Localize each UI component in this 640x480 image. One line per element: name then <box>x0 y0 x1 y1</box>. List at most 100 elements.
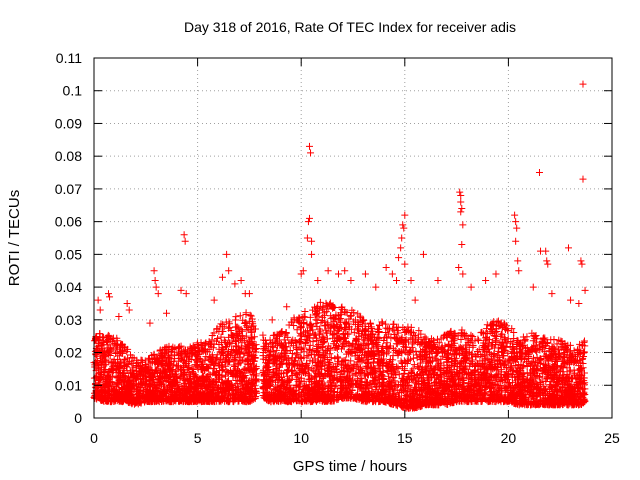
roti-point <box>474 335 482 343</box>
roti-point <box>553 395 561 403</box>
roti-point <box>497 366 505 374</box>
roti-point <box>303 332 311 340</box>
roti-point <box>230 362 238 370</box>
roti-point <box>129 366 137 374</box>
roti-point <box>431 343 439 351</box>
roti-point <box>408 376 416 384</box>
roti-point <box>497 330 505 338</box>
roti-point <box>391 347 399 355</box>
roti-point <box>228 345 236 353</box>
roti-point <box>389 345 397 353</box>
roti-point <box>188 349 196 357</box>
roti-point <box>146 374 154 382</box>
roti-point <box>313 337 321 345</box>
roti-point <box>207 357 215 365</box>
roti-point <box>336 370 344 378</box>
roti-point <box>135 363 143 371</box>
roti-point <box>354 318 362 326</box>
roti-point <box>262 356 270 364</box>
roti-point <box>306 341 314 349</box>
roti-point <box>297 335 305 343</box>
roti-point <box>440 377 448 385</box>
roti-point <box>353 325 361 333</box>
roti-point <box>339 357 347 365</box>
roti-point <box>109 381 117 389</box>
roti-point <box>175 344 183 352</box>
roti-point <box>364 371 372 379</box>
roti-point <box>409 335 417 343</box>
roti-point <box>180 346 188 354</box>
roti-point <box>533 380 541 388</box>
roti-point <box>248 345 256 353</box>
roti-point <box>96 374 104 382</box>
roti-point <box>121 355 129 363</box>
roti-point <box>246 311 254 319</box>
roti-point <box>475 382 483 390</box>
roti-point <box>232 329 240 337</box>
roti-point <box>201 346 209 354</box>
roti-point <box>129 359 137 367</box>
roti-point <box>527 372 535 380</box>
roti-point <box>307 322 315 330</box>
roti-point <box>236 312 244 320</box>
roti-point <box>378 357 386 365</box>
roti-point <box>405 348 413 356</box>
roti-point <box>221 393 229 401</box>
roti-point <box>416 347 424 355</box>
roti-point <box>104 379 112 387</box>
roti-point <box>544 357 552 365</box>
roti-point <box>245 377 253 385</box>
roti-point <box>488 381 496 389</box>
roti-point <box>302 328 310 336</box>
roti-point <box>438 383 446 391</box>
roti-point <box>413 370 421 378</box>
roti-point <box>266 347 274 355</box>
roti-point <box>217 320 225 328</box>
roti-point <box>424 359 432 367</box>
roti-point <box>172 367 180 375</box>
roti-point <box>345 379 353 387</box>
roti-point <box>401 328 409 336</box>
roti-point <box>508 390 516 398</box>
roti-point <box>247 312 255 320</box>
roti-point <box>177 365 185 373</box>
roti-point <box>469 368 477 376</box>
roti-point <box>220 323 228 331</box>
roti-point <box>277 387 285 395</box>
roti-point <box>513 336 521 344</box>
roti-point <box>496 339 504 347</box>
roti-point <box>500 342 508 350</box>
roti-point <box>278 353 286 361</box>
roti-point <box>576 340 584 348</box>
roti-point <box>461 332 469 340</box>
roti-point <box>414 363 422 371</box>
roti-point <box>179 367 187 375</box>
roti-point <box>555 336 563 344</box>
roti-point <box>284 333 292 341</box>
roti-point <box>342 319 350 327</box>
roti-point <box>331 383 339 391</box>
roti-point <box>201 340 209 348</box>
roti-point <box>190 369 198 377</box>
roti-point <box>205 371 213 379</box>
roti-point <box>418 355 426 363</box>
roti-point <box>195 350 203 358</box>
roti-point <box>464 335 472 343</box>
roti-point <box>116 376 124 384</box>
roti-point <box>367 363 375 371</box>
roti-point <box>311 368 319 376</box>
roti-point <box>226 351 234 359</box>
roti-point <box>486 349 494 357</box>
roti-point <box>232 337 240 345</box>
roti-point <box>494 363 502 371</box>
roti-point <box>433 335 441 343</box>
roti-point <box>231 316 239 324</box>
roti-point <box>428 353 436 361</box>
roti-point <box>306 321 314 329</box>
roti-point <box>370 344 378 352</box>
roti-point <box>434 360 442 368</box>
roti-point <box>449 372 457 380</box>
roti-point <box>389 325 397 333</box>
roti-point <box>247 379 255 387</box>
roti-point <box>287 367 295 375</box>
